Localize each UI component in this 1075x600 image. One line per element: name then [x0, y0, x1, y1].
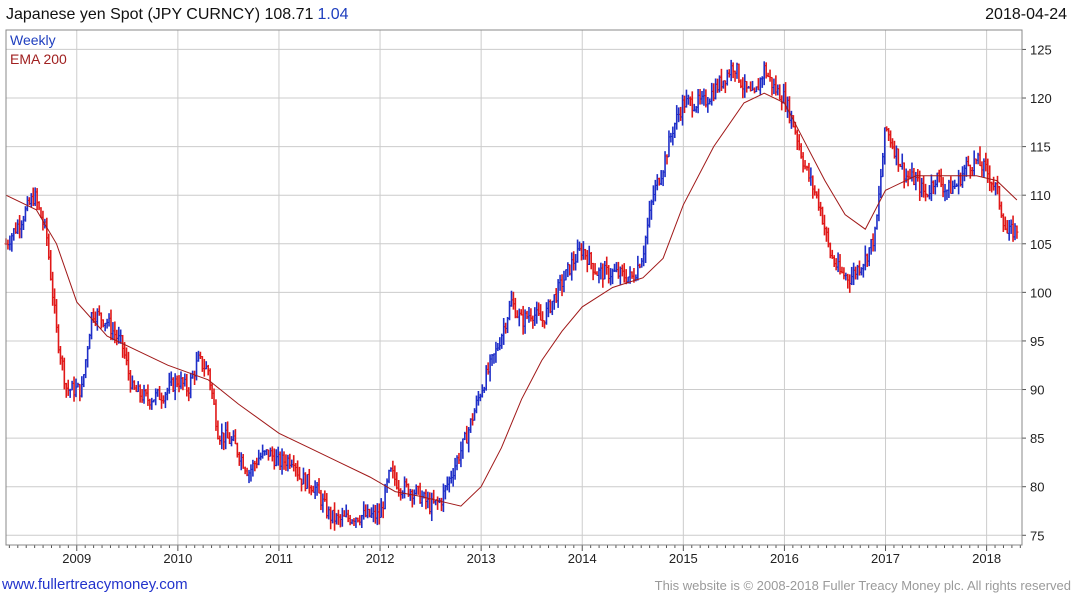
ema-line-group: [5, 92, 1018, 507]
copyright-notice: This website is © 2008-2018 Fuller Treac…: [654, 578, 1071, 593]
price-change: 1.04: [317, 6, 349, 23]
x-tick-label: 2011: [265, 551, 293, 566]
legend-ema-200: EMA 200: [10, 51, 67, 67]
x-tick-label: 2012: [366, 551, 395, 566]
x-tick-label: 2013: [467, 551, 496, 566]
weekly-price-bars: [4, 59, 1019, 531]
last-price: 108.71: [264, 6, 314, 23]
ema-200-line: [5, 92, 1018, 507]
y-tick-label: 125: [1030, 42, 1052, 57]
y-tick-label: 105: [1030, 237, 1052, 252]
x-tick-label: 2017: [871, 551, 900, 566]
x-tick-label: 2009: [62, 551, 91, 566]
x-tick-label: 2016: [770, 551, 799, 566]
grid-lines: [6, 30, 1022, 545]
chart-axes: 75 80 85 90 95 100 105 110 115 120 125 2009 2010 2011…: [5, 29, 1052, 566]
x-tick-label: 2015: [669, 551, 698, 566]
y-tick-label: 115: [1030, 140, 1051, 155]
y-tick-label: 110: [1030, 188, 1051, 203]
y-tick-label: 120: [1030, 91, 1052, 106]
plot-frame: [5, 29, 1023, 546]
y-tick-label: 80: [1030, 480, 1044, 495]
x-tick-label: 2010: [163, 551, 192, 566]
x-tick-label: 2014: [568, 551, 597, 566]
site-link[interactable]: www.fullertreacymoney.com: [2, 576, 188, 593]
chart-header: Japanese yen Spot (JPY CURNCY) 108.71 1.0…: [0, 0, 1075, 30]
chart-legend: Weekly EMA 200: [10, 32, 67, 67]
y-tick-label: 100: [1030, 285, 1052, 300]
x-tick-label: 2018: [972, 551, 1001, 566]
chart-date: 2018-04-24: [985, 6, 1067, 23]
y-tick-label: 95: [1030, 334, 1044, 349]
chart-title: Japanese yen Spot (JPY CURNCY) 108.71 1.0…: [6, 6, 349, 24]
y-tick-label: 90: [1030, 383, 1044, 398]
y-tick-label: 75: [1030, 528, 1044, 543]
y-tick-label: 85: [1030, 431, 1044, 446]
legend-weekly: Weekly: [10, 32, 56, 48]
instrument-name: Japanese yen Spot (JPY CURNCY): [6, 6, 261, 23]
